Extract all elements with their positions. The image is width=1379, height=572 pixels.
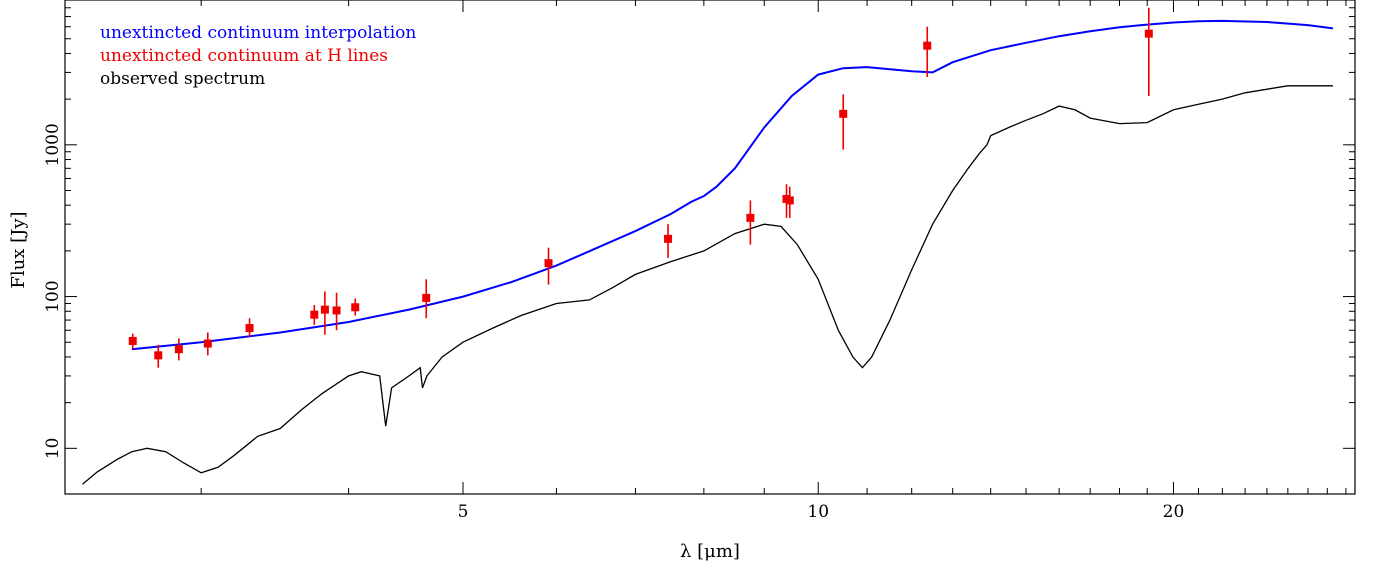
x-tick-label: 5 <box>458 502 469 522</box>
data-point <box>174 345 183 354</box>
data-point <box>154 351 163 360</box>
legend: unextincted continuum interpolation unext… <box>100 23 416 89</box>
legend-entry: observed spectrum <box>100 69 265 89</box>
axis-ticks: 5 10 20 10 100 1000 <box>43 0 1355 522</box>
plot-frame <box>64 0 1356 495</box>
data-point <box>923 41 932 50</box>
data-point <box>128 336 137 345</box>
legend-entry: unextincted continuum at H lines <box>100 46 388 66</box>
data-point <box>320 305 329 314</box>
data-point <box>245 324 254 333</box>
data-point <box>351 303 360 312</box>
x-tick-label: 20 <box>1163 502 1185 522</box>
data-point <box>203 339 212 348</box>
legend-entry: unextincted continuum interpolation <box>100 23 416 43</box>
series-line <box>131 19 1334 351</box>
y-tick-label: 100 <box>43 280 63 312</box>
data-point <box>332 306 341 315</box>
y-tick-label: 10 <box>43 437 63 459</box>
data-point <box>785 196 794 205</box>
y-tick-label: 1000 <box>43 123 63 166</box>
data-point <box>1144 29 1153 38</box>
data-point <box>839 109 848 118</box>
data-point <box>422 293 431 302</box>
data-point <box>664 234 673 243</box>
data-point <box>544 259 553 268</box>
data-point <box>310 310 319 319</box>
y-axis-title: Flux [Jy] <box>8 211 29 288</box>
series-layer <box>82 7 1334 485</box>
data-point <box>746 213 755 222</box>
x-axis-title: λ [μm] <box>680 541 740 562</box>
x-tick-label: 10 <box>807 502 829 522</box>
series-line <box>82 85 1333 485</box>
